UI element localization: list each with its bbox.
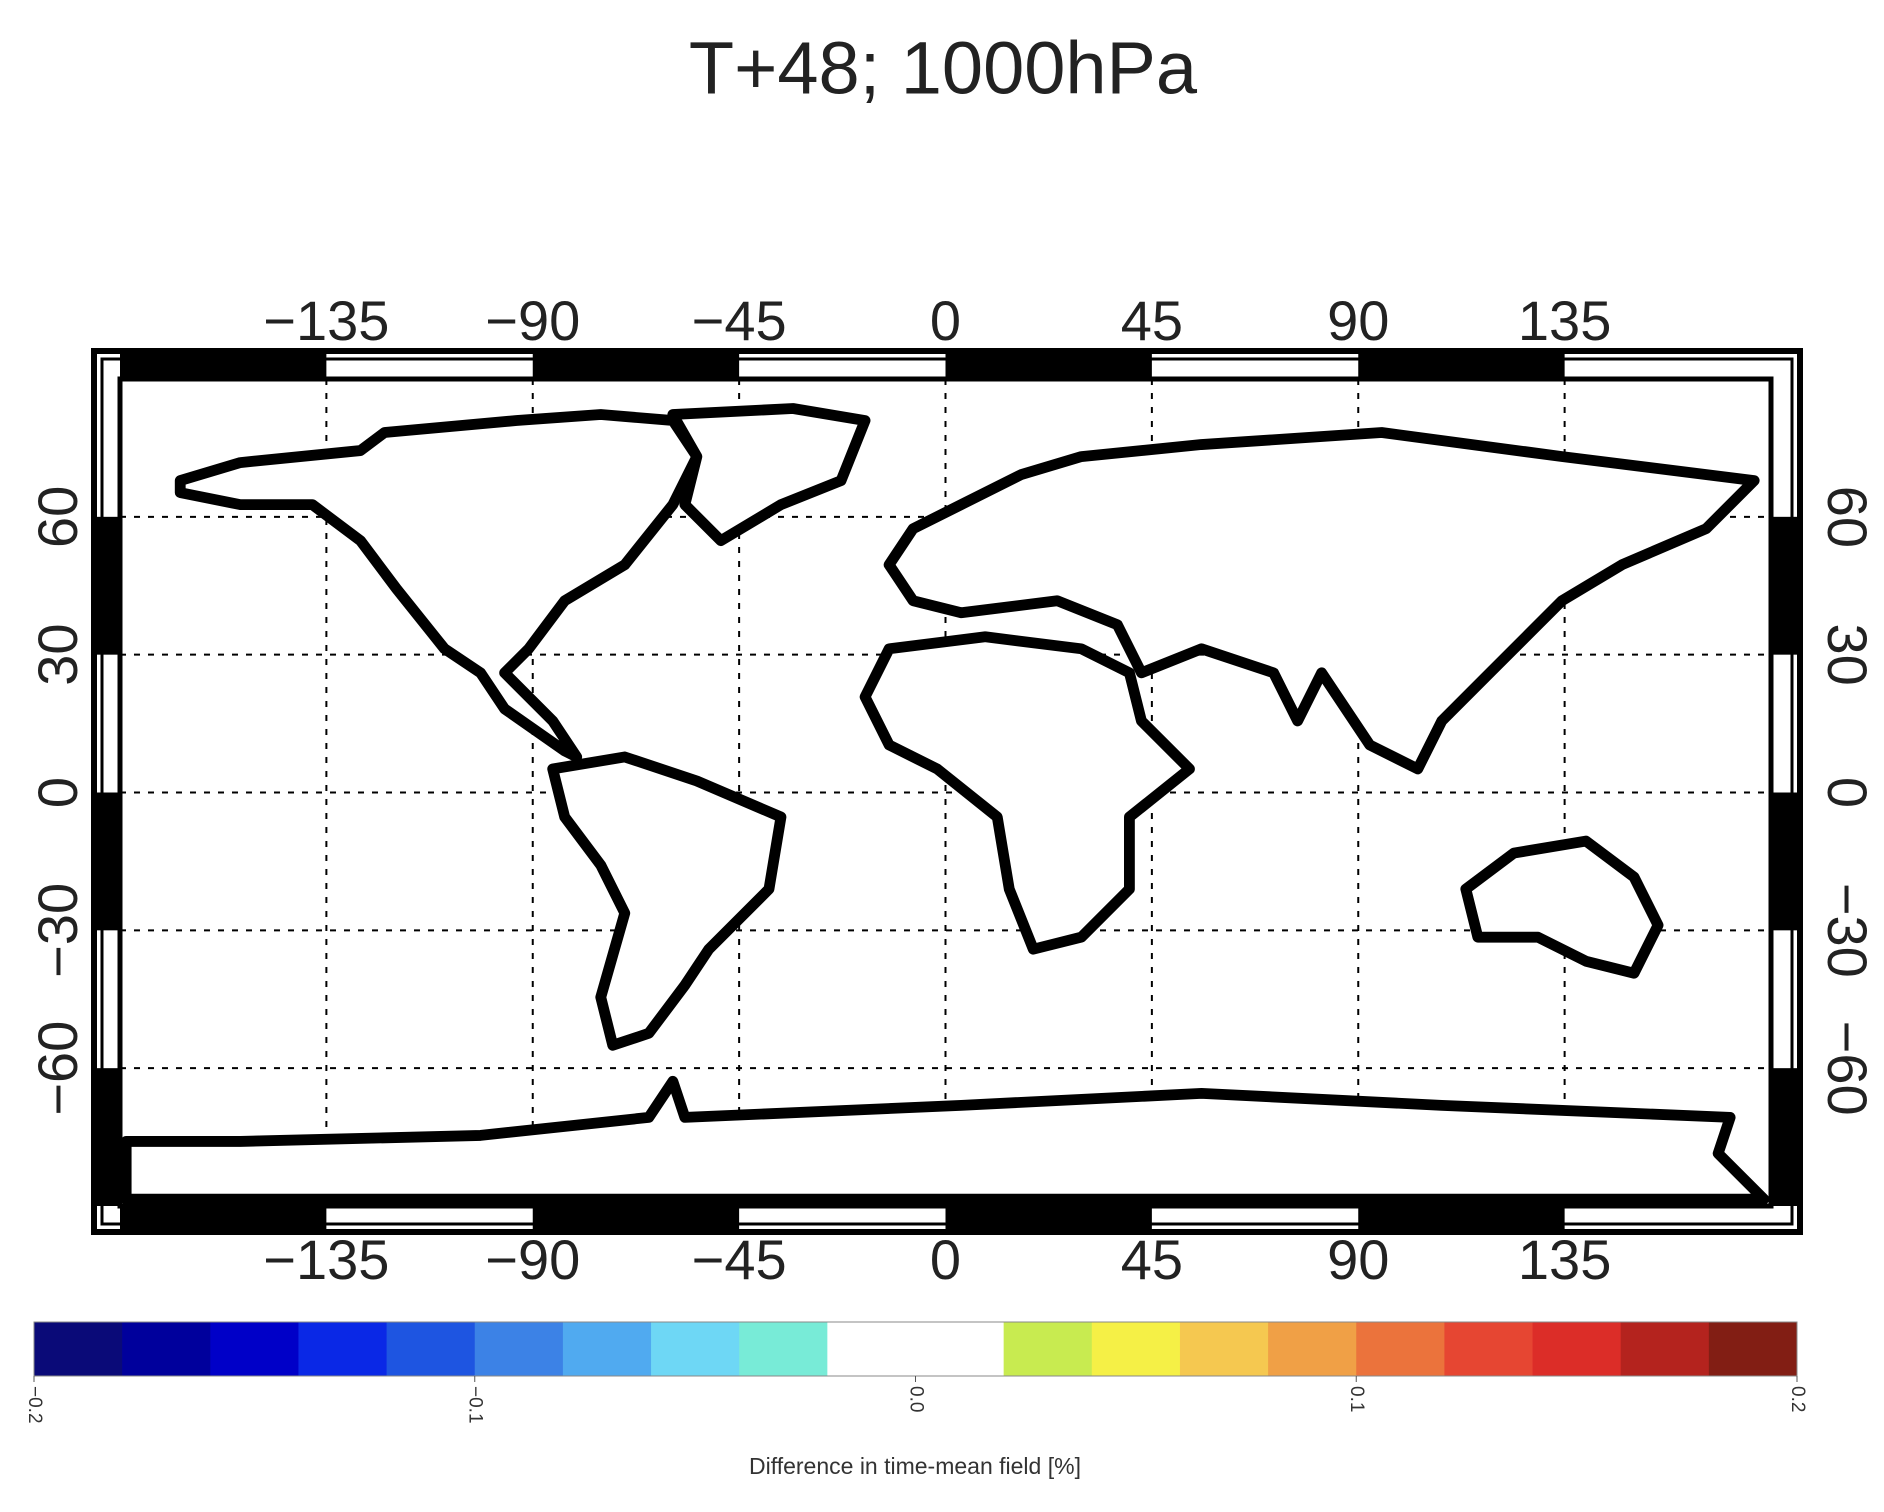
x-tick-label: −90	[485, 1228, 580, 1291]
y-tick-label: 60	[1816, 486, 1879, 548]
x-tick-label: −135	[263, 1228, 389, 1291]
colorbar-swatch	[474, 1322, 564, 1376]
colorbar-swatch	[1091, 1322, 1181, 1376]
colorbar-swatch	[651, 1322, 740, 1376]
y-tick-label: −30	[26, 883, 89, 978]
colorbar-swatch	[1708, 1322, 1798, 1376]
colorbar: −0.2 −0.1 0.0 0.1 0.2	[24, 1321, 1808, 1424]
frame-segment	[945, 1206, 1152, 1232]
frame-segment	[1358, 351, 1565, 379]
frame-mid	[100, 357, 1794, 1226]
frame-segment	[532, 1206, 740, 1232]
south-america	[547, 751, 787, 1051]
x-tick-label: 90	[1327, 289, 1389, 352]
colorbar-swatch	[122, 1322, 211, 1376]
colorbar-swatch	[34, 1322, 123, 1376]
colorbar-swatch	[562, 1322, 652, 1376]
frame-inner	[117, 376, 1774, 1209]
greenland	[667, 403, 871, 547]
colorbar-swatch	[210, 1322, 299, 1376]
colorbar-tick-label: 0.1	[1346, 1386, 1367, 1412]
x-tick-label: 135	[1518, 289, 1611, 352]
frame-segment	[120, 351, 327, 379]
y-tick-label: 30	[26, 624, 89, 686]
colorbar-tick-label: 0.2	[1787, 1386, 1808, 1412]
x-tick-label: −45	[692, 1228, 787, 1291]
colorbar-swatch	[386, 1322, 476, 1376]
land-outlines	[120, 403, 1770, 1205]
x-tick-label: 0	[930, 289, 961, 352]
y-tick-label: 0	[26, 777, 89, 808]
colorbar-tick-label: −0.1	[465, 1386, 486, 1424]
north-america	[174, 409, 703, 763]
x-tick-label: 135	[1518, 1228, 1611, 1291]
y-tick-label: −60	[26, 1021, 89, 1116]
colorbar-tick-label: 0.0	[905, 1386, 926, 1412]
frame-segment	[94, 516, 120, 655]
x-tick-label: −90	[485, 289, 580, 352]
colorbar-swatch	[1444, 1322, 1534, 1376]
y-tick-label: 30	[1816, 624, 1879, 686]
frame-segment	[1771, 1068, 1800, 1206]
x-tick-label: 90	[1327, 1228, 1389, 1291]
colorbar-swatch	[1356, 1322, 1445, 1376]
colorbar-swatch	[1268, 1322, 1357, 1376]
australia	[1460, 835, 1664, 979]
frame-outer	[91, 348, 1803, 1235]
frame-segment	[120, 1206, 327, 1232]
x-tick-label: 45	[1121, 289, 1183, 352]
y-tick-label: 0	[1816, 777, 1879, 808]
y-tick-label: −30	[1816, 883, 1879, 978]
colorbar-swatch	[1532, 1322, 1622, 1376]
frame-segment	[1771, 516, 1800, 655]
y-tick-label: −60	[1816, 1021, 1879, 1116]
colorbar-swatch	[298, 1322, 388, 1376]
x-tick-label: 45	[1121, 1228, 1183, 1291]
colorbar-swatch	[1179, 1322, 1269, 1376]
x-tick-label: −135	[263, 289, 389, 352]
frame-segment	[532, 351, 740, 379]
x-tick-label: 0	[930, 1228, 961, 1291]
y-tick-label: 60	[26, 486, 89, 548]
colorbar-swatch	[827, 1322, 916, 1376]
frame-segment	[1358, 1206, 1565, 1232]
axis-labels: −135 −135 −90 −90 −45 −45 0 0 45 45 90 90 135 135 −60 −…	[26, 289, 1879, 1291]
title: T+48; 1000hPa	[689, 27, 1198, 110]
frame-segment	[94, 792, 120, 931]
map-frame	[91, 348, 1803, 1235]
colorbar-tick-label: −0.2	[24, 1386, 45, 1424]
frame-segment	[1771, 792, 1800, 931]
frame-segment	[945, 351, 1152, 379]
colorbar-swatch	[1620, 1322, 1710, 1376]
eurasia	[883, 427, 1760, 775]
antarctica	[120, 1075, 1770, 1205]
africa	[859, 631, 1195, 955]
colorbar-swatch	[1003, 1322, 1093, 1376]
colorbar-swatch	[915, 1322, 1005, 1376]
x-tick-label: −45	[692, 289, 787, 352]
colorbar-swatch	[739, 1322, 828, 1376]
frame-segment	[94, 1068, 120, 1206]
colorbar-label: Difference in time-mean field [%]	[749, 1453, 1081, 1479]
